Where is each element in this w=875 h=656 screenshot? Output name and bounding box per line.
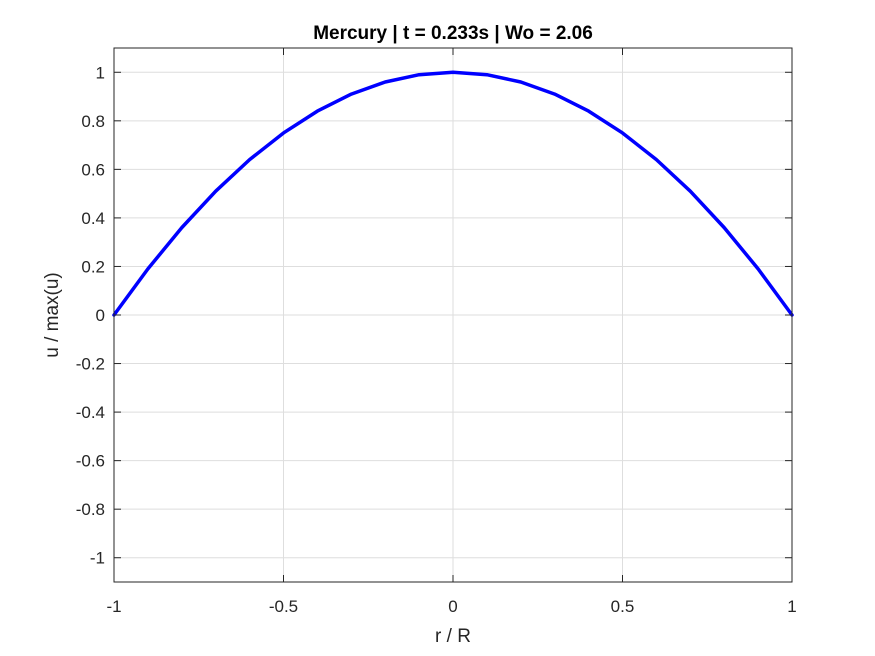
x-tick-label: 0.5: [611, 597, 635, 616]
y-tick-label: 0.6: [81, 160, 105, 179]
x-tick-labels: -1 -0.5 0 0.5 1: [106, 597, 796, 616]
y-tick-label: -0.2: [76, 355, 105, 374]
velocity-profile-line: [112, 70, 794, 317]
y-tick-label: 0: [96, 306, 105, 325]
series-layer: [112, 70, 794, 317]
chart-title: Mercury | t = 0.233s | Wo = 2.06: [313, 23, 593, 44]
y-tick-label: -0.4: [76, 403, 105, 422]
y-tick-label: -1: [90, 549, 105, 568]
y-tick-label: 0.2: [81, 257, 105, 276]
x-tick-label: 0: [448, 597, 457, 616]
y-tick-label: 1: [96, 63, 105, 82]
x-tick-label: 1: [787, 597, 796, 616]
x-axis-label: r / R: [435, 626, 471, 647]
x-tick-label: -1: [106, 597, 121, 616]
y-tick-label: -0.6: [76, 452, 105, 471]
y-tick-label: -0.8: [76, 500, 105, 519]
y-tick-labels: -1 -0.8 -0.6 -0.4 -0.2 0 0.2 0.4 0.6 0.8 1: [76, 63, 105, 567]
y-axis-label: u / max(u): [42, 272, 63, 358]
y-tick-label: 0.4: [81, 209, 105, 228]
x-tick-label: -0.5: [269, 597, 298, 616]
tick-marks: [113, 48, 793, 582]
y-tick-label: 0.8: [81, 112, 105, 131]
